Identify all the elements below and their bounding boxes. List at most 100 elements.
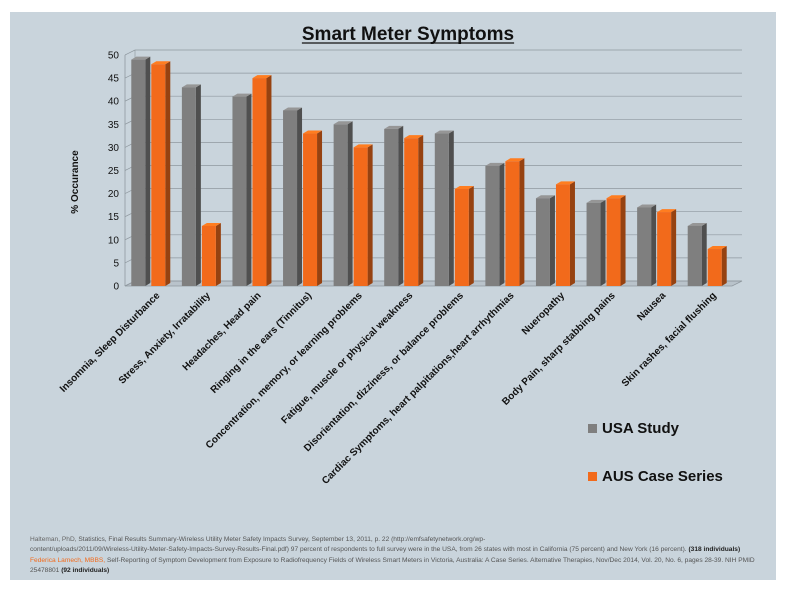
gridline — [124, 142, 742, 148]
y-tick-label: 20 — [108, 189, 120, 200]
y-tick-label: 10 — [108, 235, 120, 246]
bar-front — [454, 188, 469, 286]
y-tick-labels: 0 5 10 15 20 25 30 35 40 45 50 — [108, 51, 120, 293]
bar-side — [701, 222, 707, 286]
bar-aus-0 — [151, 61, 171, 286]
bar-usa-4 — [333, 121, 353, 286]
y-tick-label: 50 — [108, 51, 120, 62]
legend-label: USA Study — [602, 420, 680, 437]
reference-aus: Federica Lamech, MBBS, Self-Reporting of… — [30, 556, 770, 577]
bar-top — [555, 181, 575, 185]
bar-side — [651, 204, 657, 286]
legend-item-usa: USA Study — [588, 420, 680, 437]
bar-side — [468, 185, 474, 286]
bar-front — [252, 78, 267, 286]
bar-front — [283, 110, 298, 286]
bar-usa-9 — [586, 199, 606, 286]
legend: USA Study AUS Case Series — [588, 420, 723, 485]
gridline — [124, 95, 742, 102]
ref2-author: Federica Lamech, MBBS, — [30, 556, 106, 564]
bar-top — [505, 158, 525, 162]
y-tick-label: 40 — [108, 97, 120, 108]
bar-side — [569, 181, 575, 286]
y-tick-label: 30 — [108, 143, 120, 154]
bar-usa-11 — [687, 222, 707, 286]
gridline — [124, 118, 742, 125]
bar-usa-10 — [637, 204, 657, 286]
bar-front — [353, 147, 368, 286]
bar-side — [519, 158, 525, 286]
bar-top — [485, 162, 505, 166]
ref1-text: Statistics, Final Results Summary-Wirele… — [76, 536, 394, 543]
bar-front — [707, 249, 722, 286]
bar-usa-6 — [434, 130, 454, 286]
bar-side — [549, 195, 555, 286]
bars — [131, 56, 727, 287]
gridline — [124, 188, 742, 194]
legend-swatch — [588, 424, 597, 433]
bar-front — [434, 133, 449, 286]
bar-front — [151, 64, 166, 286]
bar-side — [266, 75, 272, 286]
bar-usa-3 — [283, 107, 303, 286]
bar-aus-2 — [252, 75, 272, 286]
bar-aus-8 — [555, 181, 575, 286]
y-tick-label: 0 — [113, 282, 119, 293]
ref2-count: (92 individuals) — [61, 567, 110, 575]
bar-front — [485, 165, 500, 286]
bar-front — [586, 202, 601, 286]
bar-top — [687, 222, 707, 226]
bar-top — [384, 125, 404, 129]
bar-front — [181, 87, 196, 286]
bar-aus-5 — [404, 135, 424, 286]
bar-side — [499, 162, 505, 286]
bar-front — [131, 59, 146, 287]
category-label: Insomnia, Sleep Disturbance — [58, 290, 163, 395]
category-label: Nausea — [635, 290, 668, 323]
ref1-link-1[interactable]: http://emfsafetynetwork.org/wp- — [393, 536, 486, 543]
bar-front — [232, 96, 247, 286]
references: Halteman, PhD, Statistics, Final Results… — [30, 535, 770, 577]
bar-usa-0 — [131, 56, 151, 287]
bar-top — [201, 222, 221, 226]
bar-side — [671, 209, 677, 286]
chart-title: Smart Meter Symptoms — [302, 24, 514, 45]
bar-usa-7 — [485, 162, 505, 286]
bar-aus-3 — [303, 130, 323, 286]
ref1-link-2[interactable]: content/uploads/2011/09/Wireless-Utility… — [30, 546, 287, 554]
category-label: Stress, Anxiety, Irratability — [117, 290, 214, 387]
bar-top — [303, 130, 323, 134]
category-label: Nueropathy — [520, 290, 567, 337]
bar-front — [201, 225, 216, 286]
bar-front — [606, 198, 621, 286]
bar-front — [637, 207, 652, 286]
bar-top — [637, 204, 657, 208]
ref1-text-2: ) 97 percent of respondents to full surv… — [286, 546, 687, 554]
bar-side — [195, 84, 201, 286]
category-label: Cardiac Symptoms, heart palpitations,hea… — [320, 290, 517, 487]
bar-top — [232, 93, 252, 97]
bar-top — [252, 75, 272, 79]
legend-swatch — [588, 472, 597, 481]
gridline — [124, 72, 742, 79]
legend-item-aus: AUS Case Series — [588, 468, 723, 485]
gridline — [124, 49, 742, 56]
bar-side — [215, 222, 221, 286]
bar-side — [246, 93, 252, 286]
gridline — [124, 165, 742, 171]
bar-usa-1 — [181, 84, 201, 286]
bar-aus-10 — [657, 209, 677, 286]
y-tick-label: 15 — [108, 212, 120, 223]
bar-front — [535, 198, 550, 286]
y-tick-label: 25 — [108, 166, 120, 177]
bar-aus-6 — [454, 185, 474, 286]
bar-side — [418, 135, 424, 286]
legend-label: AUS Case Series — [602, 468, 723, 485]
y-tick-label: 45 — [108, 74, 120, 85]
bar-top — [454, 185, 474, 189]
y-tick-label: 35 — [108, 120, 120, 131]
bar-aus-9 — [606, 195, 626, 286]
bar-top — [181, 84, 201, 88]
bar-usa-8 — [535, 195, 555, 286]
bar-top — [353, 144, 373, 148]
